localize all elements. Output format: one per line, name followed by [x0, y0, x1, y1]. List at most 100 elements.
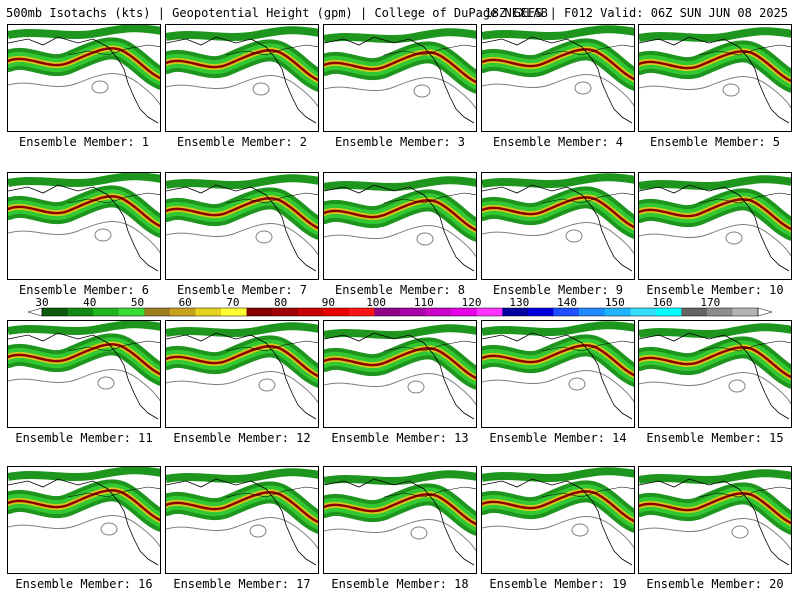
- border-lines: [541, 192, 634, 204]
- ensemble-member-label: Ensemble Member: 2: [176, 135, 308, 149]
- height-contour: [8, 221, 160, 254]
- border-lines: [383, 192, 476, 204]
- height-contour: [166, 223, 318, 256]
- height-contour: [482, 516, 634, 549]
- jet-band-north: [482, 467, 634, 482]
- height-closed-contour: [731, 525, 749, 539]
- jet-band-north: [639, 469, 791, 484]
- border-lines: [698, 192, 791, 204]
- isotach-map: [324, 470, 476, 566]
- jet-band: [639, 50, 791, 83]
- jet-band: [166, 49, 318, 82]
- height-contour: [166, 75, 318, 108]
- jet-band: [639, 198, 791, 231]
- jet-band: [166, 197, 318, 230]
- colorbar-label: 60: [178, 296, 192, 309]
- coastline: [324, 36, 475, 124]
- colorbar-left-arrow: [27, 307, 43, 317]
- colorbar-swatch: [323, 308, 350, 316]
- height-closed-contour: [258, 378, 276, 392]
- height-closed-contour: [410, 526, 428, 540]
- ensemble-panel: [638, 172, 792, 280]
- jet-band: [482, 48, 634, 81]
- coastline: [8, 36, 159, 124]
- height-contour: [482, 222, 634, 255]
- isotach-map: [639, 175, 791, 272]
- height-contour: [639, 224, 791, 257]
- ensemble-member-label: Ensemble Member: 15: [646, 431, 784, 445]
- isotach-map: [166, 468, 318, 566]
- colorbar-swatch: [272, 308, 299, 316]
- colorbar-label: 30: [35, 296, 49, 309]
- ensemble-member-label: Ensemble Member: 20: [646, 577, 784, 591]
- border-lines: [383, 340, 476, 352]
- coastline: [639, 478, 790, 566]
- ensemble-panel: [638, 320, 792, 428]
- border-lines: [698, 340, 791, 352]
- isotach-map: [639, 469, 791, 566]
- coastline: [166, 184, 317, 272]
- colorbar-swatch: [476, 308, 503, 316]
- colorbar-swatch: [706, 308, 733, 316]
- border-lines: [383, 486, 476, 498]
- border-lines: [225, 192, 318, 204]
- jet-band: [166, 491, 318, 524]
- jet-band: [324, 199, 476, 232]
- coastline: [324, 332, 475, 420]
- coastline: [482, 36, 633, 124]
- height-closed-contour: [571, 523, 589, 537]
- height-contour: [324, 225, 476, 258]
- isotach-map: [639, 27, 791, 124]
- jet-band: [324, 493, 476, 526]
- ensemble-panel: [638, 466, 792, 574]
- colorbar-swatch: [527, 308, 554, 316]
- colorbar-label: 120: [461, 296, 482, 309]
- jet-band-north: [482, 25, 634, 40]
- border-lines: [67, 486, 160, 498]
- height-closed-contour: [565, 229, 583, 243]
- height-closed-contour: [407, 380, 425, 394]
- height-closed-contour: [722, 83, 740, 97]
- colorbar-swatch: [93, 308, 120, 316]
- ensemble-member-label: Ensemble Member: 8: [334, 283, 466, 297]
- height-closed-contour: [91, 80, 109, 94]
- height-contour: [324, 373, 476, 406]
- colorbar-label: 90: [321, 296, 336, 309]
- coastline: [639, 184, 790, 272]
- coastline: [8, 332, 159, 420]
- border-lines: [225, 486, 318, 498]
- colorbar-label: 70: [226, 296, 240, 309]
- ensemble-panel: [165, 466, 319, 574]
- colorbar-swatch: [374, 308, 401, 316]
- coastline: [482, 184, 633, 272]
- ensemble-member-label: Ensemble Member: 19: [489, 577, 627, 591]
- colorbar-label: 100: [366, 296, 387, 309]
- colorbar-label: 130: [509, 296, 530, 309]
- jet-band-north: [639, 323, 791, 338]
- isotach-map: [324, 28, 476, 124]
- colorbar-swatch: [604, 308, 631, 316]
- border-lines: [541, 44, 634, 56]
- colorbar-swatch: [195, 308, 222, 316]
- colorbar-swatch: [67, 308, 94, 316]
- height-closed-contour: [94, 228, 112, 242]
- ensemble-panel: [481, 24, 635, 132]
- isotach-map: [8, 467, 160, 566]
- height-closed-contour: [97, 376, 115, 390]
- colorbar-right-arrow: [757, 307, 773, 317]
- colorbar-label: 150: [604, 296, 625, 309]
- height-closed-contour: [574, 81, 592, 95]
- height-closed-contour: [568, 377, 586, 391]
- ensemble-member-label: Ensemble Member: 17: [173, 577, 311, 591]
- jet-band-north: [324, 324, 476, 339]
- colorbar-swatch: [118, 308, 145, 316]
- height-contour: [639, 372, 791, 405]
- ensemble-panel: [7, 172, 161, 280]
- height-contour: [639, 518, 791, 551]
- height-closed-contour: [725, 231, 743, 245]
- border-lines: [383, 44, 476, 56]
- jet-band-north: [166, 174, 318, 189]
- coastline: [166, 332, 317, 420]
- ensemble-panel: [323, 24, 477, 132]
- ensemble-member-label: Ensemble Member: 16: [15, 577, 153, 591]
